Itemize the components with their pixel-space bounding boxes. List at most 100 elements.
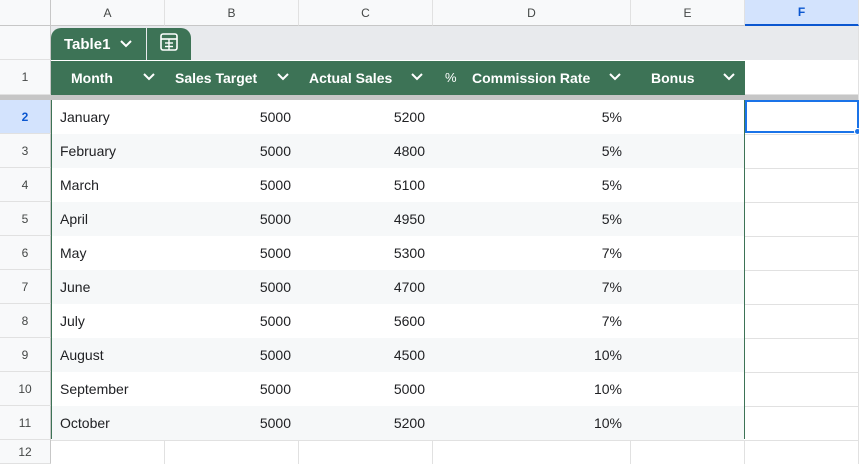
cell-sales-target[interactable]: 5000 [259, 245, 291, 261]
cell-month[interactable]: August [60, 347, 104, 363]
row-header-12[interactable]: 12 [0, 440, 51, 464]
cell-bonus[interactable] [632, 236, 746, 270]
row-header-spacer [0, 26, 51, 60]
row-header-7[interactable]: 7 [0, 270, 51, 304]
table-row: September 5000 5000 10% [52, 372, 744, 406]
column-header-d[interactable]: D [433, 0, 631, 26]
cell-bonus[interactable] [632, 304, 746, 338]
cell-sales-target[interactable]: 5000 [259, 211, 291, 227]
cell-actual-sales[interactable]: 4950 [393, 211, 425, 227]
select-all-corner[interactable] [0, 0, 51, 26]
cell-sales-target[interactable]: 5000 [259, 177, 291, 193]
row-header-8[interactable]: 8 [0, 304, 51, 338]
row-header-2[interactable]: 2 [0, 100, 51, 134]
cell-commission-rate[interactable]: 5% [601, 109, 622, 125]
cell-commission-rate[interactable]: 5% [601, 211, 622, 227]
cell-commission-rate[interactable]: 5% [601, 177, 622, 193]
cell-actual-sales[interactable]: 5100 [393, 177, 425, 193]
table-row: June 5000 4700 7% [52, 270, 744, 304]
cell-actual-sales[interactable]: 5000 [393, 381, 425, 397]
column-header-b[interactable]: B [165, 0, 299, 26]
gridline [164, 440, 165, 464]
chevron-down-icon[interactable] [143, 70, 155, 84]
row-header-3[interactable]: 3 [0, 134, 51, 168]
cell-actual-sales[interactable]: 4700 [393, 279, 425, 295]
cell-actual-sales[interactable]: 5600 [393, 313, 425, 329]
frozen-header-divider [51, 95, 859, 100]
fill-handle[interactable] [854, 128, 859, 135]
cell-bonus[interactable] [632, 202, 746, 236]
chevron-down-icon[interactable] [277, 70, 289, 84]
chevron-down-icon[interactable] [723, 70, 735, 84]
cell-month[interactable]: May [60, 245, 87, 261]
gridline [745, 304, 859, 305]
table-name-chip[interactable]: Table1 [51, 28, 146, 60]
table-settings-button[interactable] [147, 28, 191, 60]
gridline [432, 440, 433, 464]
cell-month[interactable]: February [60, 143, 117, 159]
row-header-10[interactable]: 10 [0, 372, 51, 406]
cell-commission-rate[interactable]: 10% [593, 381, 622, 397]
cell-month[interactable]: July [60, 313, 85, 329]
cell-month[interactable]: January [60, 109, 110, 125]
gridline [51, 440, 859, 441]
gridline [744, 440, 745, 464]
cell-sales-target[interactable]: 5000 [259, 109, 291, 125]
cell-f1[interactable] [745, 60, 859, 95]
cell-month[interactable]: October [60, 415, 110, 431]
cell-month[interactable]: April [60, 211, 89, 227]
cell-bonus[interactable] [632, 372, 746, 406]
row-header-11[interactable]: 11 [0, 406, 51, 440]
row-header-5[interactable]: 5 [0, 202, 51, 236]
column-header-f[interactable]: F [745, 0, 859, 26]
cell-actual-sales[interactable]: 5200 [393, 415, 425, 431]
cell-bonus[interactable] [632, 100, 746, 134]
row-header-9[interactable]: 9 [0, 338, 51, 372]
cell-bonus[interactable] [632, 270, 746, 304]
column-header-c[interactable]: C [299, 0, 433, 26]
cell-actual-sales[interactable]: 5300 [393, 245, 425, 261]
cell-sales-target[interactable]: 5000 [259, 347, 291, 363]
cell-commission-rate[interactable]: 10% [593, 347, 622, 363]
cell-sales-target[interactable]: 5000 [259, 313, 291, 329]
chevron-down-icon[interactable] [411, 70, 423, 84]
cell-commission-rate[interactable]: 7% [601, 279, 622, 295]
gridline [745, 168, 859, 169]
column-header-e[interactable]: E [631, 0, 745, 26]
chevron-down-icon[interactable] [609, 70, 621, 84]
cell-bonus[interactable] [632, 338, 746, 372]
cell-sales-target[interactable]: 5000 [259, 279, 291, 295]
header-bonus[interactable]: Bonus [631, 61, 745, 95]
cell-month[interactable]: June [60, 279, 91, 295]
row-header-6[interactable]: 6 [0, 236, 51, 270]
row-header-4[interactable]: 4 [0, 168, 51, 202]
cell-bonus[interactable] [632, 406, 746, 440]
header-sales-target[interactable]: Sales Target [165, 61, 299, 95]
cell-commission-rate[interactable]: 7% [601, 313, 622, 329]
cell-month[interactable]: September [60, 381, 129, 397]
column-header-a[interactable]: A [51, 0, 165, 26]
cell-sales-target[interactable]: 5000 [259, 415, 291, 431]
header-commission-rate[interactable]: % Commission Rate [433, 61, 631, 95]
table-row: January 5000 5200 5% [52, 100, 744, 134]
table-name: Table1 [64, 35, 111, 53]
header-actual-sales[interactable]: Actual Sales [299, 61, 433, 95]
cell-actual-sales[interactable]: 4800 [393, 143, 425, 159]
cell-bonus[interactable] [632, 168, 746, 202]
frozen-row-divider[interactable] [0, 95, 51, 100]
cell-commission-rate[interactable]: 10% [593, 415, 622, 431]
cell-commission-rate[interactable]: 7% [601, 245, 622, 261]
cell-month[interactable]: March [60, 177, 99, 193]
selected-cell-f2[interactable] [745, 100, 859, 133]
cell-commission-rate[interactable]: 5% [601, 143, 622, 159]
table-row: March 5000 5100 5% [52, 168, 744, 202]
chevron-down-icon [120, 37, 133, 51]
cell-actual-sales[interactable]: 5200 [393, 109, 425, 125]
header-month[interactable]: Month [51, 61, 165, 95]
row-header-1[interactable]: 1 [0, 60, 51, 95]
cell-sales-target[interactable]: 5000 [259, 143, 291, 159]
cell-sales-target[interactable]: 5000 [259, 381, 291, 397]
cell-actual-sales[interactable]: 4500 [393, 347, 425, 363]
gridline [745, 406, 859, 407]
cell-bonus[interactable] [632, 134, 746, 168]
